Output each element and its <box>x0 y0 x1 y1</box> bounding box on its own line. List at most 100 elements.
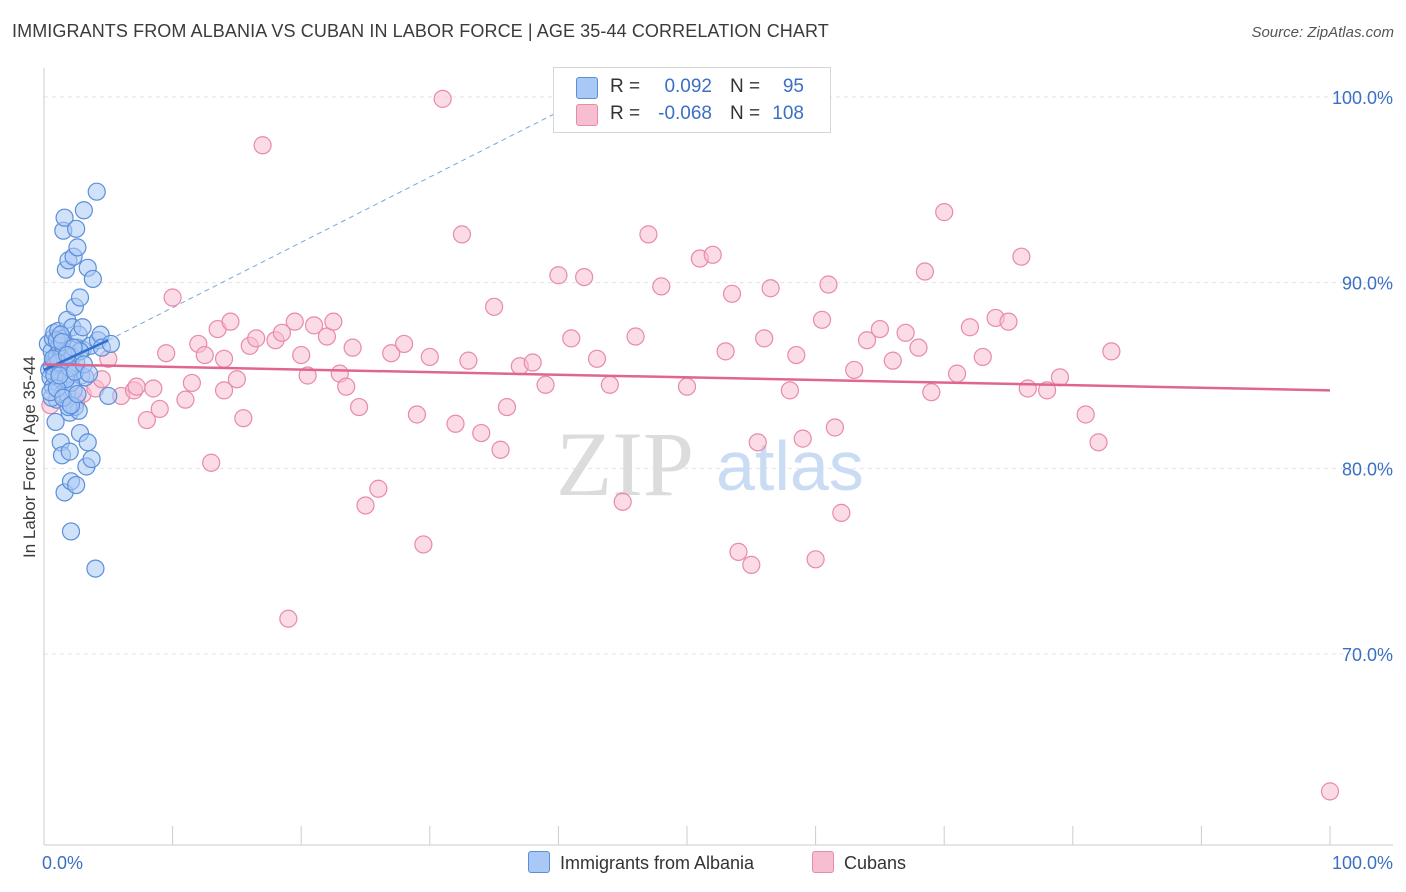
cubans-point <box>324 312 343 331</box>
cubans-point <box>491 440 510 459</box>
cubans-point <box>382 344 401 363</box>
cubans-point <box>304 316 324 335</box>
source-label: Source: ZipAtlas.com <box>1251 24 1394 41</box>
cubans-point <box>626 327 645 346</box>
cubans-point <box>562 329 581 348</box>
cubans-point <box>1089 433 1108 452</box>
cubans-point <box>1102 342 1121 361</box>
cubans-point <box>523 353 542 372</box>
legend-label: Immigrants from Albania <box>560 853 755 873</box>
cubans-point <box>459 351 478 370</box>
cubans-point <box>1320 782 1340 801</box>
cubans-point <box>214 349 234 368</box>
r-value: 0.092 <box>664 76 712 97</box>
cubans-point <box>272 323 292 342</box>
albania-point <box>50 366 69 385</box>
cubans-point <box>742 555 761 574</box>
cubans-point <box>845 360 864 380</box>
x-tick-label: 0.0% <box>42 853 83 873</box>
albania-point <box>46 412 65 432</box>
albania-points <box>38 182 120 578</box>
cubans-point <box>896 323 915 342</box>
cubans-point <box>227 370 246 389</box>
cubans-point <box>677 377 697 396</box>
cubans-trend-line <box>43 363 1331 392</box>
cubans-point <box>497 397 517 417</box>
cubans-point <box>452 225 472 244</box>
cubans-point <box>279 609 298 628</box>
y-tick-label: 80.0% <box>1342 459 1393 479</box>
axes <box>43 68 1393 846</box>
legend-label: Cubans <box>844 853 907 873</box>
cubans-point <box>536 375 555 394</box>
cubans-point <box>999 312 1018 331</box>
albania-swatch <box>528 851 550 873</box>
cubans-point <box>150 399 169 419</box>
cubans-point <box>575 267 594 287</box>
cubans-point <box>600 375 619 394</box>
cubans-point <box>915 262 935 281</box>
y-tick-label: 70.0% <box>1342 645 1393 665</box>
cubans-point <box>780 381 799 400</box>
cubans-point <box>253 136 272 155</box>
cubans-point <box>639 225 658 244</box>
n-label: N = <box>730 103 761 124</box>
n-value: 95 <box>782 76 804 97</box>
cubans-point <box>472 423 491 443</box>
cubans-point <box>729 542 748 561</box>
correlation-legend: R = 0.092 N = 95 R = -0.068 N = 108 <box>553 67 831 133</box>
cubans-point <box>298 366 317 385</box>
r-label: R = <box>610 103 641 124</box>
cubans-point <box>127 377 146 396</box>
legend-item-albania: Immigrants from Albania <box>528 851 754 874</box>
albania-point <box>73 318 92 337</box>
cubans-point <box>214 381 234 400</box>
cubans-point <box>1012 247 1031 266</box>
cubans-point <box>414 535 433 554</box>
legend-item-cubans: Cubans <box>812 851 906 874</box>
cubans-point <box>960 318 980 337</box>
cubans-point <box>549 266 568 285</box>
albania-point <box>70 288 90 307</box>
cubans-point <box>806 550 825 569</box>
chart-title: IMMIGRANTS FROM ALBANIA VS CUBAN IN LABO… <box>12 21 829 41</box>
n-value: 108 <box>772 103 804 124</box>
cubans-point <box>247 329 266 348</box>
cubans-point <box>433 89 452 108</box>
cubans-point <box>722 284 742 303</box>
cubans-point <box>137 410 156 430</box>
cubans-point <box>182 373 201 393</box>
legend-row-albania: R = 0.092 N = 95 <box>554 74 830 100</box>
trend-extension <box>108 111 559 341</box>
cubans-point <box>285 312 304 331</box>
cubans-point <box>716 342 735 361</box>
legend-row-cubans: R = -0.068 N = 108 <box>554 101 830 127</box>
gridlines <box>44 96 1393 655</box>
cubans-point <box>909 338 928 357</box>
cubans-point <box>1050 368 1070 387</box>
cubans-point <box>1037 381 1057 400</box>
y-axis-title: In Labor Force | Age 35-44 <box>20 356 39 558</box>
albania-swatch <box>576 77 598 99</box>
cubans-point <box>292 345 311 365</box>
cubans-point <box>394 334 414 354</box>
cubans-point <box>935 203 954 222</box>
cubans-point <box>832 503 851 522</box>
cubans-point <box>1076 405 1095 424</box>
albania-point <box>55 208 74 227</box>
x-tick-label: 100.0% <box>1332 853 1393 873</box>
cubans-point <box>748 433 767 452</box>
cubans-point <box>163 288 182 307</box>
albania-trend-extension <box>108 111 559 341</box>
cubans-point <box>407 405 427 424</box>
trend-lines <box>43 339 1331 392</box>
y-tick-label: 90.0% <box>1342 274 1393 294</box>
cubans-point <box>922 383 941 402</box>
cubans-point <box>349 397 369 417</box>
cubans-point <box>755 329 774 348</box>
cubans-point <box>703 245 722 264</box>
albania-point <box>78 433 97 452</box>
albania-point <box>101 334 120 354</box>
cubans-point <box>343 338 362 357</box>
